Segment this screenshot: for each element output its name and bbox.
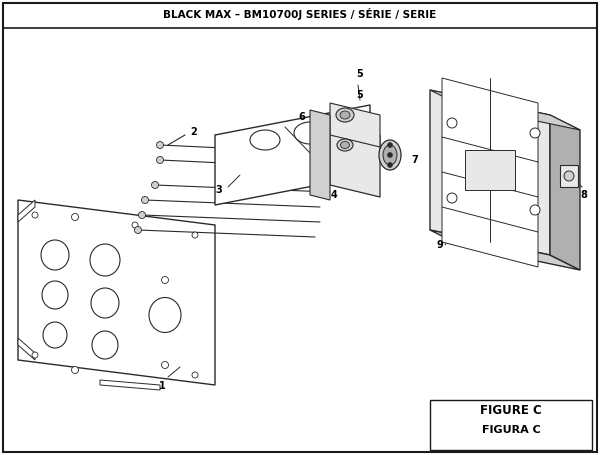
Circle shape: [71, 213, 79, 221]
Circle shape: [447, 118, 457, 128]
Text: 1: 1: [158, 381, 166, 391]
Text: 5: 5: [356, 90, 364, 100]
Circle shape: [564, 171, 574, 181]
Polygon shape: [215, 105, 370, 205]
Circle shape: [32, 212, 38, 218]
Ellipse shape: [43, 322, 67, 348]
Circle shape: [157, 157, 163, 163]
Circle shape: [132, 222, 138, 228]
FancyBboxPatch shape: [3, 3, 597, 452]
Circle shape: [388, 142, 392, 147]
Bar: [430, 400, 592, 450]
Ellipse shape: [250, 130, 280, 150]
Bar: [465, 150, 515, 190]
Circle shape: [388, 152, 392, 157]
Polygon shape: [330, 103, 380, 147]
Text: 5: 5: [356, 69, 364, 79]
Circle shape: [388, 162, 392, 167]
Circle shape: [71, 366, 79, 374]
Circle shape: [134, 227, 142, 233]
Circle shape: [157, 142, 163, 148]
Text: BLACK MAX – BM10700J SERIES / SÉRIE / SERIE: BLACK MAX – BM10700J SERIES / SÉRIE / SE…: [163, 8, 437, 20]
Polygon shape: [100, 380, 160, 390]
Circle shape: [142, 197, 149, 203]
Circle shape: [447, 193, 457, 203]
Ellipse shape: [90, 244, 120, 276]
Ellipse shape: [379, 140, 401, 170]
Polygon shape: [430, 90, 580, 130]
Text: 3: 3: [215, 185, 222, 195]
Ellipse shape: [42, 281, 68, 309]
Circle shape: [32, 352, 38, 358]
Text: FIGURE C: FIGURE C: [480, 404, 542, 418]
Text: FIGURA C: FIGURA C: [482, 425, 541, 435]
Ellipse shape: [340, 111, 350, 119]
Ellipse shape: [336, 108, 354, 122]
Text: 7: 7: [412, 155, 418, 165]
Circle shape: [192, 372, 198, 378]
Ellipse shape: [337, 139, 353, 151]
Ellipse shape: [149, 298, 181, 333]
Circle shape: [192, 232, 198, 238]
Polygon shape: [330, 123, 380, 197]
Polygon shape: [442, 78, 538, 267]
Ellipse shape: [294, 122, 326, 144]
Circle shape: [530, 128, 540, 138]
Circle shape: [151, 182, 158, 188]
Ellipse shape: [341, 117, 369, 137]
Circle shape: [161, 277, 169, 283]
Polygon shape: [430, 90, 550, 255]
Text: 8: 8: [580, 190, 587, 200]
Circle shape: [530, 205, 540, 215]
Polygon shape: [18, 338, 35, 360]
Text: 9: 9: [437, 240, 443, 250]
Ellipse shape: [41, 240, 69, 270]
Circle shape: [161, 362, 169, 369]
Polygon shape: [18, 200, 215, 385]
Text: 2: 2: [190, 127, 197, 137]
Ellipse shape: [92, 331, 118, 359]
Polygon shape: [18, 200, 35, 222]
Circle shape: [139, 212, 146, 218]
Polygon shape: [550, 115, 580, 270]
Polygon shape: [430, 230, 580, 270]
Ellipse shape: [341, 142, 349, 148]
Bar: [560, 165, 578, 187]
Text: 4: 4: [331, 190, 337, 200]
Polygon shape: [310, 110, 330, 200]
Ellipse shape: [383, 145, 397, 165]
Ellipse shape: [91, 288, 119, 318]
Text: 6: 6: [299, 112, 305, 122]
